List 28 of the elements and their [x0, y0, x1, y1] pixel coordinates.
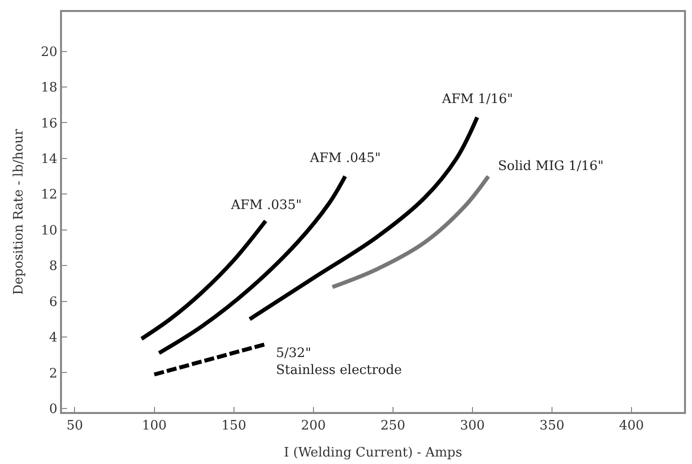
y-tick-label: 14: [40, 152, 58, 167]
x-tick-label: 100: [142, 418, 167, 434]
x-tick-label: 350: [540, 418, 564, 434]
series-label: 5/32" Stainless electrode: [276, 346, 402, 378]
series-label: AFM .045": [309, 151, 381, 166]
y-tick-label: 10: [40, 223, 58, 238]
y-tick-label: 2: [49, 366, 58, 382]
y-tick-label: 18: [40, 80, 58, 96]
series-label: AFM .035": [230, 198, 302, 213]
y-tick-label: 4: [49, 330, 58, 346]
y-tick-label: 0: [49, 402, 58, 417]
series-label: AFM 1/16": [441, 92, 514, 107]
y-tick-label: 8: [49, 259, 58, 274]
y-axis-title: Deposition Rate - lb/hour: [11, 128, 26, 295]
x-tick-label: 200: [300, 418, 326, 434]
series-label: Solid MIG 1/16": [498, 159, 604, 174]
y-tick-label: 6: [49, 294, 58, 310]
x-tick-label: 150: [221, 418, 246, 434]
line-series: [140, 218, 268, 341]
x-tick-label: 250: [380, 418, 406, 434]
line-series: [330, 174, 490, 289]
x-axis-title: I (Welding Current) - Amps: [284, 446, 462, 461]
y-tick-label: 20: [40, 44, 58, 60]
x-tick-label: 50: [66, 418, 84, 434]
y-tick-label: 16: [40, 116, 58, 132]
x-tick-label: 400: [619, 418, 644, 434]
x-tick-label: 300: [460, 418, 485, 434]
y-tick-label: 12: [40, 188, 58, 203]
